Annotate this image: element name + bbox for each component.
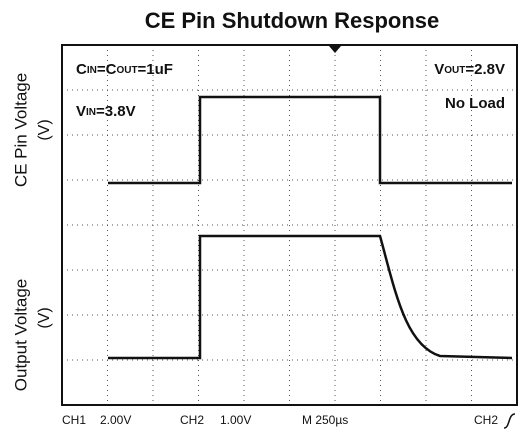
- footer-label: CH2: [180, 413, 204, 427]
- plot-frame: [61, 44, 518, 406]
- annotation: VIN=3.8V: [76, 103, 136, 120]
- y-axis-label: CE Pin Voltage: [11, 73, 30, 187]
- annotation: VOUT=2.8V: [434, 61, 505, 78]
- footer-label: 2.00V: [100, 413, 131, 427]
- annotation: No Load: [445, 95, 505, 112]
- trigger-marker: [329, 46, 341, 53]
- output-trace: [108, 234, 513, 360]
- footer-label: 1.00V: [220, 413, 251, 427]
- grid: [62, 45, 517, 405]
- chart-title: CE Pin Shutdown Response: [145, 8, 440, 33]
- y-axis-unit: (V): [36, 307, 53, 328]
- footer-label: CH2: [474, 413, 498, 427]
- annotation: CIN=COUT=1uF: [76, 61, 173, 78]
- footer-label: M 250µs: [302, 413, 348, 427]
- ce-trace: [108, 95, 512, 185]
- y-axis-label: Output Voltage: [11, 279, 30, 391]
- trigger-edge-icon: [503, 413, 516, 429]
- y-axis-unit: (V): [36, 119, 53, 140]
- footer-label: CH1: [62, 413, 86, 427]
